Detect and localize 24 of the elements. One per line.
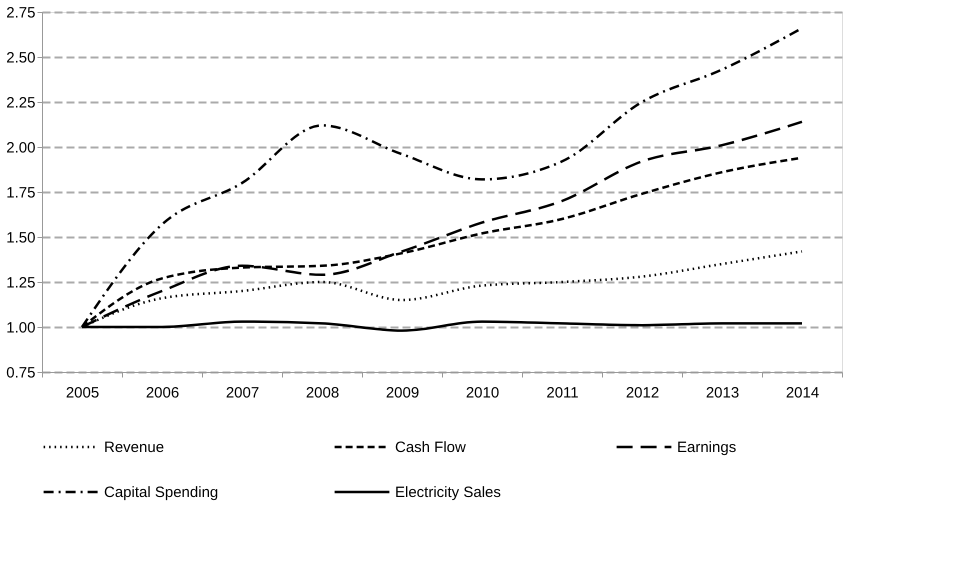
y-tick-label: 2.00 [6,140,36,156]
legend-label: Earnings [677,439,736,456]
x-tick-label: 2013 [706,384,740,402]
x-tick-label: 2010 [466,384,500,402]
x-tick-label: 2009 [386,384,420,402]
y-tick-label: 2.25 [6,94,36,112]
y-tick-label: 1.25 [6,274,36,292]
legend-label: Electricity Sales [395,484,501,501]
y-tick-label: 1.75 [6,184,36,202]
x-tick-label: 2011 [546,384,579,402]
x-tick-label: 2014 [786,384,820,402]
y-tick-label: 2.75 [6,4,36,22]
x-tick-label: 2008 [306,384,340,402]
x-tick-label: 2006 [146,384,180,402]
y-tick-label: 2.50 [6,50,36,66]
legend-label: Revenue [104,439,164,456]
x-tick-label: 2005 [66,384,100,402]
y-tick-label: 1.50 [6,230,36,246]
legend-label: Cash Flow [395,439,466,456]
x-tick-label: 2012 [626,384,660,402]
x-tick-label: 2007 [226,384,260,402]
y-tick-label: 1.00 [6,320,36,336]
legend-label: Capital Spending [104,484,218,501]
y-tick-label: 0.75 [6,364,36,382]
